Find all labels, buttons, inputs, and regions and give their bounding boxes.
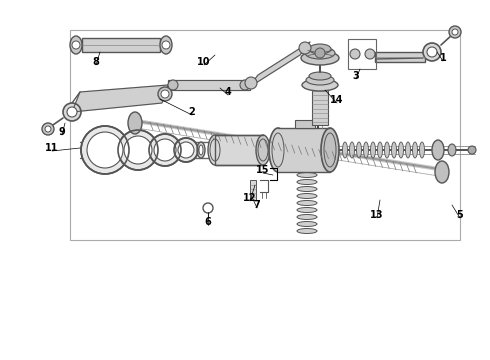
Text: 4: 4 bbox=[224, 87, 231, 97]
Text: 15: 15 bbox=[256, 165, 270, 175]
Circle shape bbox=[118, 130, 158, 170]
Ellipse shape bbox=[269, 128, 287, 172]
Circle shape bbox=[81, 126, 129, 174]
Circle shape bbox=[158, 87, 172, 101]
Circle shape bbox=[365, 49, 375, 59]
Circle shape bbox=[245, 77, 257, 89]
Polygon shape bbox=[72, 85, 168, 112]
Circle shape bbox=[149, 134, 181, 166]
Ellipse shape bbox=[448, 144, 456, 156]
Circle shape bbox=[162, 41, 170, 49]
Circle shape bbox=[154, 139, 176, 161]
Ellipse shape bbox=[301, 51, 339, 65]
Ellipse shape bbox=[297, 229, 317, 234]
Text: 14: 14 bbox=[330, 95, 344, 105]
Ellipse shape bbox=[349, 142, 354, 158]
Ellipse shape bbox=[306, 75, 334, 85]
Circle shape bbox=[178, 142, 194, 158]
Text: 3: 3 bbox=[353, 71, 359, 81]
Ellipse shape bbox=[199, 145, 203, 155]
Circle shape bbox=[124, 136, 152, 164]
Ellipse shape bbox=[370, 142, 375, 158]
Text: 10: 10 bbox=[197, 57, 211, 67]
Circle shape bbox=[452, 29, 458, 35]
Ellipse shape bbox=[297, 194, 317, 198]
Text: 5: 5 bbox=[457, 210, 464, 220]
Text: 9: 9 bbox=[59, 127, 65, 137]
Ellipse shape bbox=[392, 142, 396, 158]
Circle shape bbox=[468, 146, 476, 154]
Circle shape bbox=[42, 123, 54, 135]
Bar bbox=[348, 39, 376, 69]
Ellipse shape bbox=[160, 36, 172, 54]
Ellipse shape bbox=[309, 72, 331, 80]
Ellipse shape bbox=[297, 207, 317, 212]
Ellipse shape bbox=[398, 142, 403, 158]
Circle shape bbox=[315, 48, 325, 58]
Ellipse shape bbox=[377, 142, 383, 158]
Ellipse shape bbox=[302, 79, 338, 91]
Ellipse shape bbox=[364, 142, 368, 158]
Ellipse shape bbox=[208, 135, 222, 165]
Bar bbox=[215, 135, 263, 165]
Ellipse shape bbox=[432, 140, 444, 160]
Ellipse shape bbox=[128, 112, 142, 134]
Ellipse shape bbox=[297, 172, 317, 177]
Ellipse shape bbox=[413, 142, 417, 158]
Circle shape bbox=[63, 103, 81, 121]
Circle shape bbox=[240, 80, 250, 90]
Circle shape bbox=[168, 80, 178, 90]
Bar bbox=[70, 30, 460, 240]
Circle shape bbox=[161, 90, 169, 98]
Bar bbox=[250, 180, 256, 200]
Ellipse shape bbox=[297, 201, 317, 206]
Ellipse shape bbox=[309, 44, 331, 54]
Ellipse shape bbox=[357, 142, 362, 158]
Circle shape bbox=[350, 49, 360, 59]
Circle shape bbox=[427, 47, 437, 57]
Circle shape bbox=[174, 138, 198, 162]
Text: 8: 8 bbox=[93, 57, 99, 67]
Ellipse shape bbox=[305, 47, 335, 59]
Polygon shape bbox=[248, 42, 310, 88]
Text: 7: 7 bbox=[254, 200, 260, 210]
Ellipse shape bbox=[256, 135, 270, 165]
Circle shape bbox=[67, 107, 77, 117]
Ellipse shape bbox=[297, 186, 317, 192]
Text: 6: 6 bbox=[205, 217, 211, 227]
Ellipse shape bbox=[419, 142, 424, 158]
Ellipse shape bbox=[321, 128, 339, 172]
Text: 11: 11 bbox=[45, 143, 59, 153]
Ellipse shape bbox=[297, 215, 317, 220]
Circle shape bbox=[299, 42, 311, 54]
Text: 1: 1 bbox=[440, 53, 446, 63]
Ellipse shape bbox=[406, 142, 411, 158]
Circle shape bbox=[45, 126, 51, 132]
Ellipse shape bbox=[343, 142, 347, 158]
Ellipse shape bbox=[297, 180, 317, 185]
Bar bbox=[82, 38, 160, 52]
Circle shape bbox=[449, 26, 461, 38]
Ellipse shape bbox=[70, 36, 82, 54]
Circle shape bbox=[87, 132, 123, 168]
Ellipse shape bbox=[435, 161, 449, 183]
Ellipse shape bbox=[197, 142, 205, 158]
Text: 12: 12 bbox=[243, 193, 257, 203]
Text: 2: 2 bbox=[189, 107, 196, 117]
Ellipse shape bbox=[385, 142, 390, 158]
Bar bbox=[375, 52, 425, 62]
Polygon shape bbox=[168, 80, 250, 90]
Circle shape bbox=[423, 43, 441, 61]
Ellipse shape bbox=[297, 221, 317, 226]
Bar bbox=[295, 120, 315, 128]
Bar bbox=[312, 87, 328, 125]
Circle shape bbox=[72, 41, 80, 49]
Text: 13: 13 bbox=[370, 210, 384, 220]
Bar bbox=[278, 128, 330, 172]
